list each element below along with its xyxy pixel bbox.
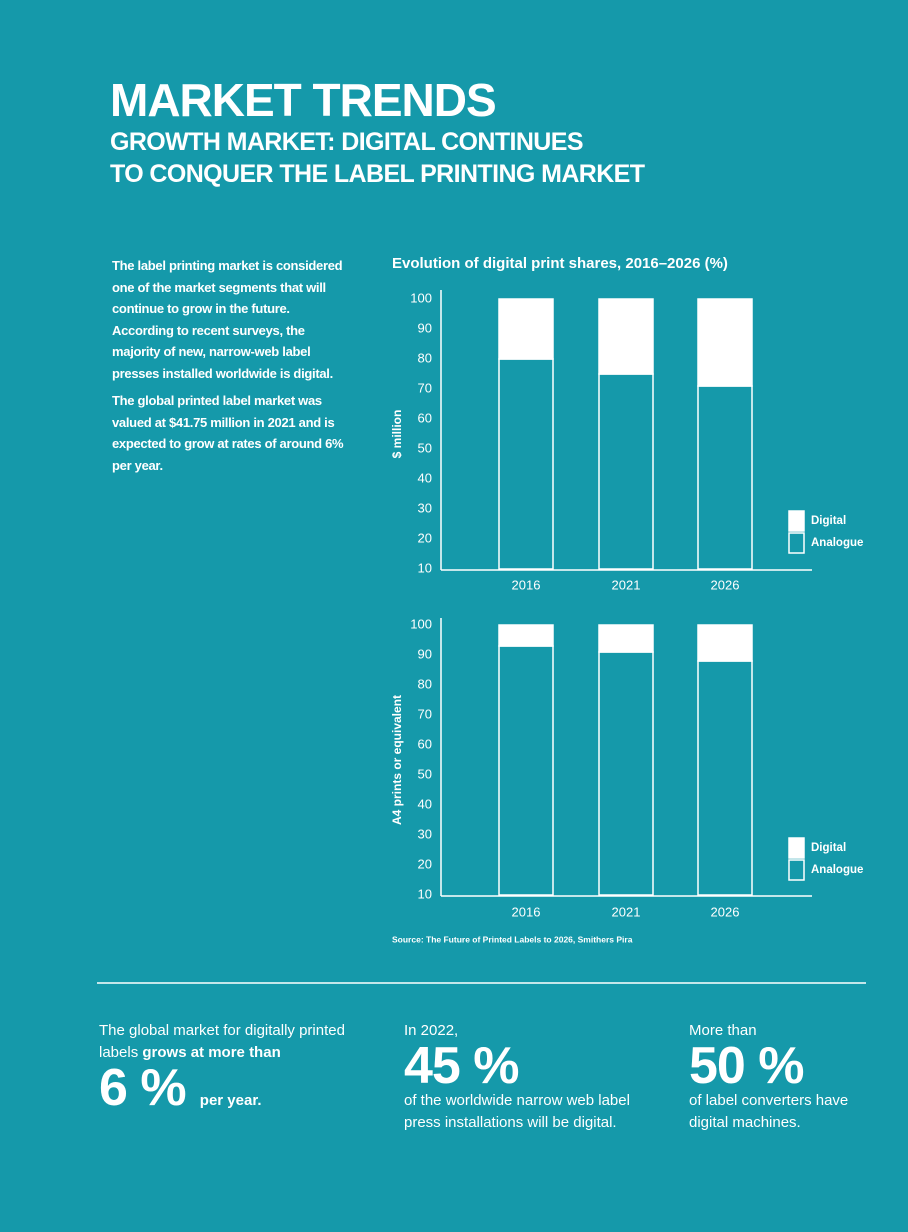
legend-label: Analogue	[811, 864, 863, 876]
bar-segment	[598, 373, 654, 570]
y-tick-label: 100	[410, 290, 432, 305]
bar-segment	[697, 385, 753, 570]
legend-label: Digital	[811, 515, 846, 527]
y-tick-label: 40	[418, 470, 432, 485]
stat-figure: 6 %	[99, 1059, 187, 1117]
y-axis-label: $ million	[390, 410, 404, 459]
y-tick-label: 70	[418, 706, 432, 721]
bar-segment	[697, 298, 753, 387]
y-axis-label: A4 prints or equivalent	[390, 695, 404, 825]
bar-segment	[498, 645, 554, 896]
bar-segment	[697, 624, 753, 662]
stat-text: per year.	[199, 1092, 262, 1109]
x-tick-label: 2026	[711, 904, 740, 919]
y-tick-label: 100	[410, 616, 432, 631]
source: Source: The Future of Printed Labels to …	[392, 934, 633, 944]
x-tick-label: 2016	[512, 577, 541, 592]
subtitle-line: GROWTH MARKET: DIGITAL CONTINUES	[110, 128, 584, 156]
bar-segment	[598, 298, 654, 375]
paragraph: The global printed label market was valu…	[112, 393, 344, 473]
title: MARKET TRENDS	[110, 74, 497, 126]
y-tick-label: 50	[418, 440, 432, 455]
y-tick-label: 30	[418, 826, 432, 841]
y-tick-label: 20	[418, 856, 432, 871]
stat-lead: In 2022,	[404, 1022, 459, 1039]
legend-label: Analogue	[811, 537, 863, 549]
subtitle: GROWTH MARKET: DIGITAL CONTINUES TO CONQ…	[110, 126, 645, 190]
x-tick-label: 2026	[711, 577, 740, 592]
y-tick-label: 10	[418, 560, 432, 575]
stat: In 2022, 45 % of the worldwide narrow we…	[404, 1020, 659, 1134]
bar-segment	[697, 660, 753, 896]
y-tick-label: 60	[418, 736, 432, 751]
legend-swatch	[788, 859, 805, 881]
chart-title: Evolution of digital print shares, 2016–…	[392, 255, 728, 272]
bar-segment	[498, 298, 554, 360]
y-tick-label: 90	[418, 646, 432, 661]
y-tick-label: 80	[418, 676, 432, 691]
y-tick-label: 40	[418, 796, 432, 811]
x-tick-label: 2016	[512, 904, 541, 919]
y-tick-label: 90	[418, 320, 432, 335]
stat-figure: 45 %	[404, 1037, 520, 1095]
y-tick-label: 30	[418, 500, 432, 515]
legend-swatch	[788, 532, 805, 554]
legend-swatch	[788, 510, 805, 532]
stat-text: of label converters have digital machine…	[689, 1092, 849, 1131]
stat-figure: 50 %	[689, 1037, 805, 1095]
subtitle-line: TO CONQUER THE LABEL PRINTING MARKET	[110, 160, 645, 188]
legend-label: Digital	[811, 842, 846, 854]
stat-lead: The global market for digitally printed …	[99, 1022, 345, 1061]
legend-swatch	[788, 837, 805, 859]
x-tick-label: 2021	[612, 577, 641, 592]
y-tick-label: 80	[418, 350, 432, 365]
paragraph: The label printing market is considered …	[112, 258, 343, 381]
y-tick-label: 60	[418, 410, 432, 425]
y-tick-label: 70	[418, 380, 432, 395]
stat-row: 6 % per year.	[99, 1059, 364, 1117]
y-tick-label: 50	[418, 766, 432, 781]
stat-lead: More than	[689, 1022, 757, 1039]
stat-text: of the worldwide narrow web label press …	[404, 1092, 630, 1131]
bar-segment	[498, 624, 554, 647]
bar-segment	[498, 358, 554, 570]
stat: More than 50 % of label converters have …	[689, 1020, 879, 1134]
intro: The label printing market is considered …	[112, 255, 344, 482]
y-tick-label: 10	[418, 886, 432, 901]
y-tick-label: 20	[418, 530, 432, 545]
bar-segment	[598, 651, 654, 896]
x-tick-label: 2021	[612, 904, 641, 919]
stat: The global market for digitally printed …	[99, 1020, 364, 1117]
bar-segment	[598, 624, 654, 653]
stat-bold: grows at more than	[142, 1044, 281, 1061]
